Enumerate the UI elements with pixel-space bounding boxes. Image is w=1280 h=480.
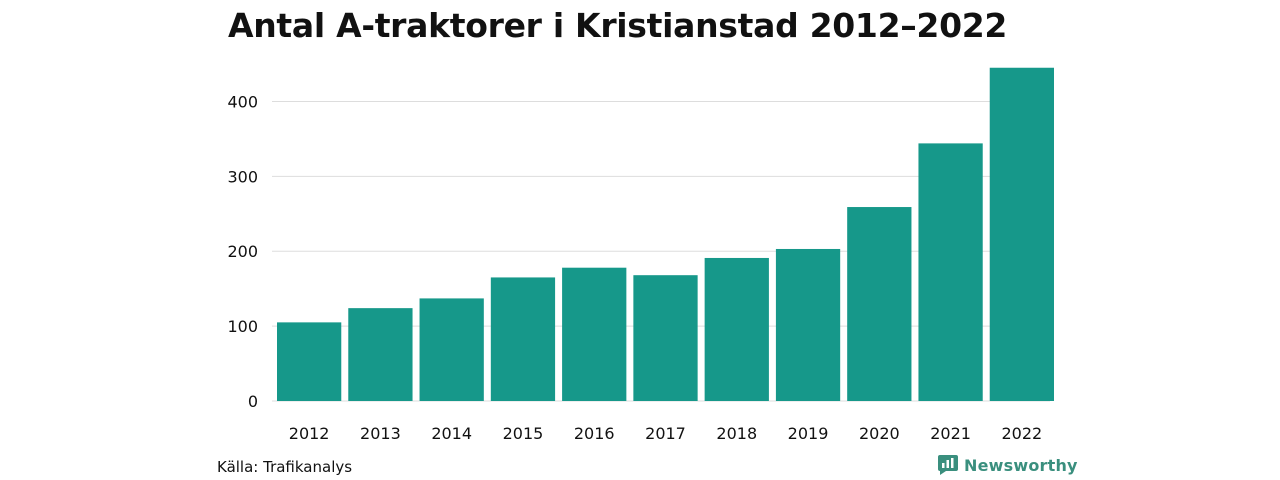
y-tick-label: 200: [227, 242, 258, 261]
x-tick-label: 2022: [1002, 424, 1043, 443]
y-tick-label: 100: [227, 317, 258, 336]
x-tick-label: 2019: [788, 424, 829, 443]
x-tick-label: 2018: [716, 424, 757, 443]
x-tick-label: 2014: [431, 424, 472, 443]
x-tick-label: 2017: [645, 424, 686, 443]
y-tick-label: 400: [227, 92, 258, 111]
bar-2019: [775, 248, 841, 401]
x-tick-label: 2016: [574, 424, 615, 443]
newsworthy-logo: Newsworthy: [938, 455, 1078, 475]
logo-text: Newsworthy: [964, 455, 1078, 475]
x-axis-ticks: 2012 2013 2014 2015 2016 2017 2018 2019 2020 2021…: [289, 424, 1042, 443]
bar-2018: [704, 257, 769, 401]
bar-2016: [562, 267, 627, 401]
bar-2013: [348, 308, 413, 401]
bar-2021: [918, 143, 983, 402]
y-tick-label: 300: [227, 167, 258, 186]
newsworthy-logo-icon: [938, 455, 958, 475]
x-tick-label: 2015: [503, 424, 544, 443]
x-tick-label: 2012: [289, 424, 330, 443]
y-axis-ticks: 0 100 200 300 400: [227, 92, 258, 411]
x-tick-label: 2013: [360, 424, 401, 443]
x-tick-label: 2020: [859, 424, 900, 443]
source-note: Källa: Trafikanalys: [217, 458, 353, 476]
bar-2015: [490, 277, 556, 401]
x-tick-label: 2021: [930, 424, 971, 443]
chart-title: Antal A-traktorer i Kristianstad 2012–20…: [228, 6, 1008, 45]
bar-2020: [847, 207, 912, 401]
bar-2014: [419, 298, 484, 401]
bar-2017: [633, 275, 698, 401]
bar-2012: [277, 322, 342, 401]
y-tick-label: 0: [248, 392, 258, 411]
bar-2022: [989, 67, 1054, 401]
bars: [277, 67, 1054, 402]
